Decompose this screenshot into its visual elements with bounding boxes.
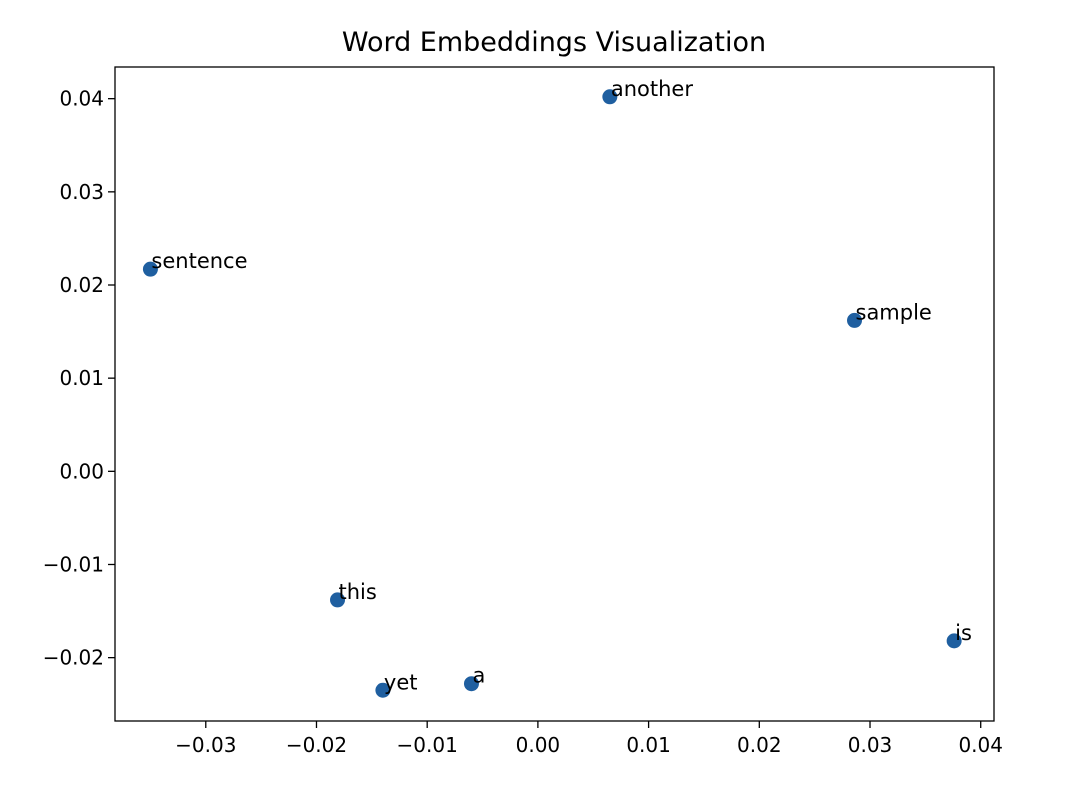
- y-tick-label: 0.01: [59, 366, 104, 390]
- x-tick-label: 0.02: [737, 733, 782, 757]
- y-tick-label: 0.02: [59, 273, 104, 297]
- y-tick-label: 0.00: [59, 459, 104, 483]
- data-point-is: [946, 633, 962, 649]
- chart-title: Word Embeddings Visualization: [342, 27, 766, 58]
- x-tick-label: −0.02: [286, 733, 347, 757]
- data-point-this: [330, 592, 346, 608]
- point-label-sample: sample: [856, 300, 932, 324]
- point-label-is: is: [955, 621, 972, 645]
- x-axis: −0.03 −0.02 −0.01 0.00 0.01 0.02 0.03 0.04: [175, 721, 1003, 757]
- y-axis: −0.02 −0.01 0.00 0.01 0.02 0.03 0.04: [43, 87, 115, 670]
- point-label-another: another: [611, 77, 693, 101]
- data-point-a: [463, 676, 479, 692]
- x-tick-label: −0.03: [175, 733, 236, 757]
- point-label-sentence: sentence: [151, 249, 247, 273]
- data-point-another: [602, 89, 618, 105]
- y-tick-label: −0.02: [43, 646, 104, 670]
- data-point-yet: [375, 682, 391, 698]
- data-point-sentence: [142, 261, 158, 277]
- x-tick-label: 0.01: [626, 733, 671, 757]
- x-tick-label: 0.03: [848, 733, 893, 757]
- point-label-a: a: [472, 664, 485, 688]
- y-tick-label: 0.03: [59, 180, 104, 204]
- data-points: another sentence sample this is a yet: [142, 77, 972, 698]
- x-tick-label: 0.04: [958, 733, 1003, 757]
- data-point-sample: [847, 312, 863, 328]
- point-label-yet: yet: [384, 670, 418, 694]
- point-label-this: this: [339, 580, 377, 604]
- y-tick-label: 0.04: [59, 87, 104, 111]
- x-tick-label: −0.01: [397, 733, 458, 757]
- plot-area-frame: [114, 66, 995, 722]
- x-tick-label: 0.00: [516, 733, 561, 757]
- y-tick-label: −0.01: [43, 552, 104, 576]
